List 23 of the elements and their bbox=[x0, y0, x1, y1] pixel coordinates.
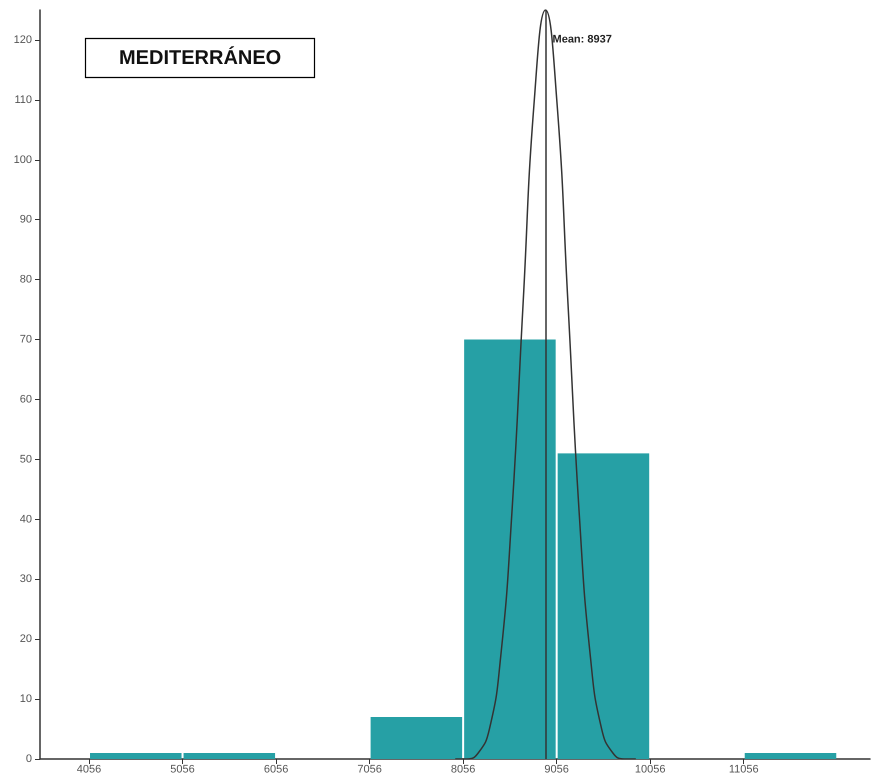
y-tick-label: 20 bbox=[20, 633, 32, 646]
y-tick-label: 100 bbox=[14, 154, 32, 166]
y-tick-label: 40 bbox=[20, 513, 32, 526]
y-tick-label: 70 bbox=[20, 334, 32, 346]
x-tick-label: 7056 bbox=[357, 764, 382, 776]
text: MEDITERRÁNEO bbox=[119, 46, 282, 69]
y-tick-label: 80 bbox=[20, 274, 32, 286]
y-tick-label: 0 bbox=[26, 753, 32, 765]
y-tick-label: 110 bbox=[14, 94, 32, 106]
x-tick-label: 11056 bbox=[728, 764, 759, 776]
x-tick-label: 10056 bbox=[634, 764, 666, 776]
y-tick-label: 10 bbox=[20, 693, 32, 706]
x-tick-label: 9056 bbox=[544, 764, 569, 776]
x-tick-label: 4056 bbox=[76, 764, 102, 776]
x-tick-label: 8056 bbox=[450, 764, 476, 776]
y-tick-label: 120 bbox=[14, 34, 32, 46]
y-tick-label: 60 bbox=[20, 393, 32, 406]
ref-line-label: Mean: 8937 bbox=[552, 34, 612, 46]
y-tick-label: 90 bbox=[20, 214, 32, 226]
y-tick-label: 50 bbox=[20, 453, 32, 466]
x-tick-label: 5056 bbox=[170, 764, 195, 776]
x-tick-label: 6056 bbox=[264, 764, 288, 776]
y-tick-label: 30 bbox=[20, 573, 32, 586]
